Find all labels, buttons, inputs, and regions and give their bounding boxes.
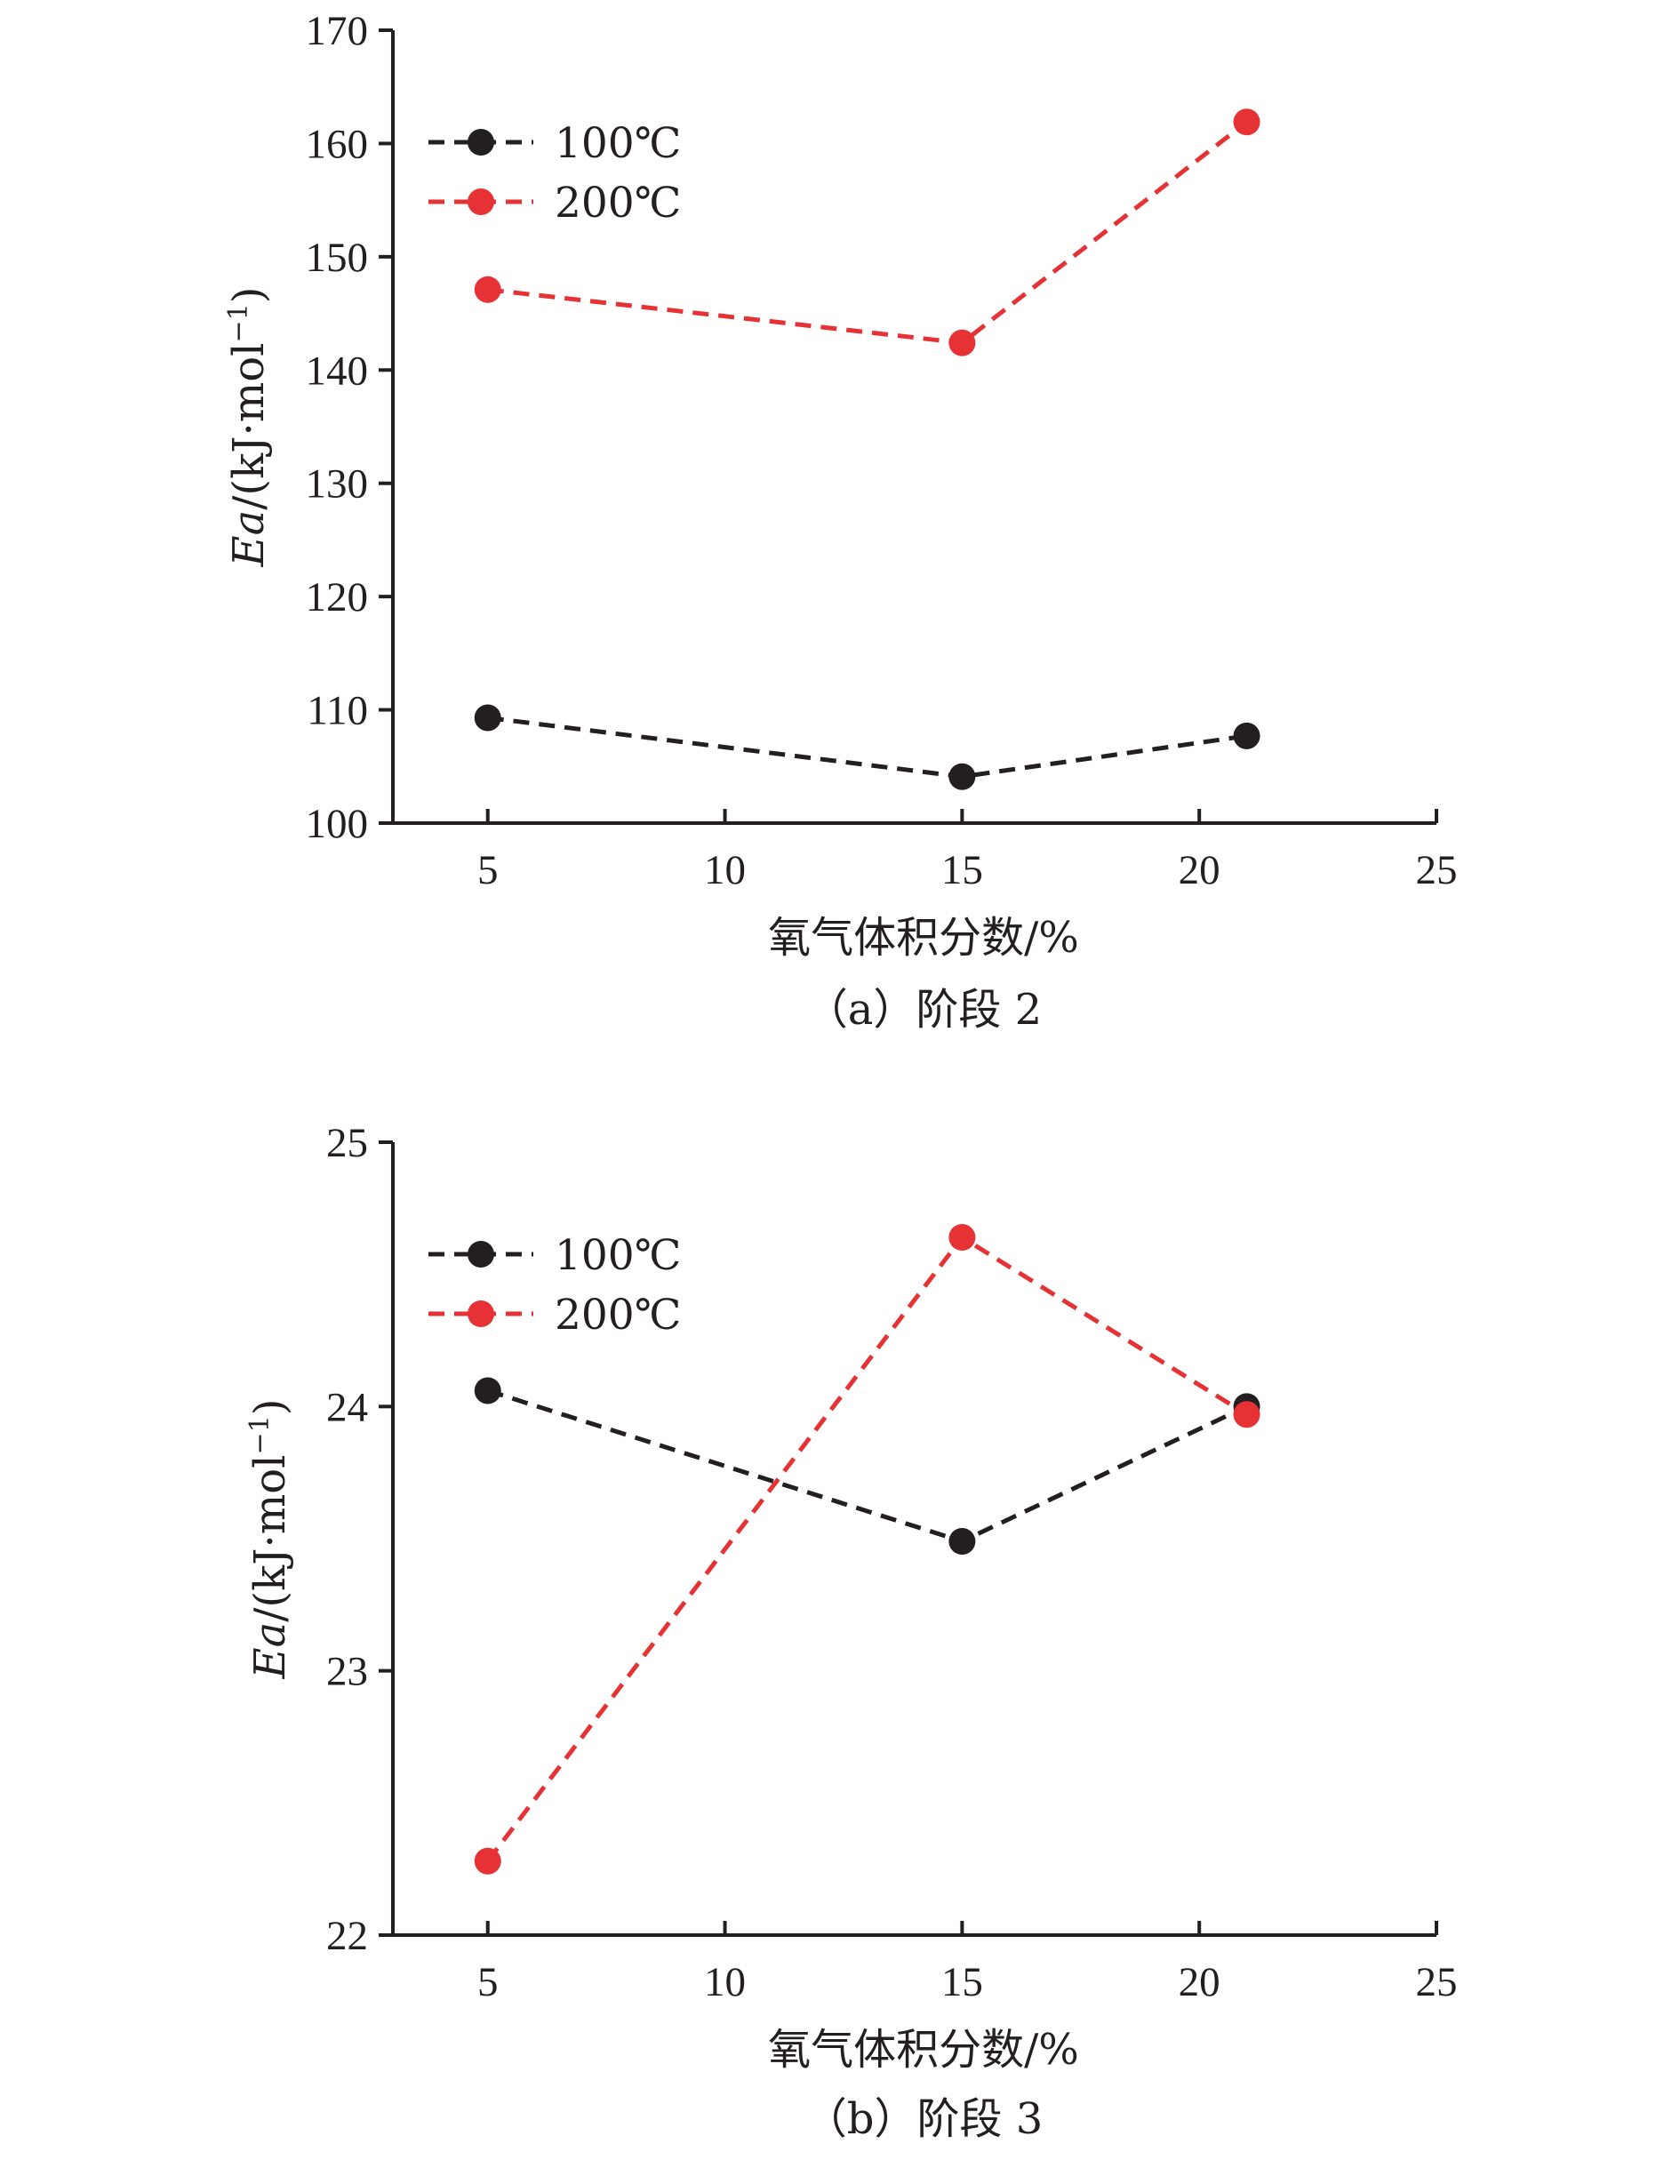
data-point-200c	[474, 276, 501, 303]
data-point-200c	[1233, 108, 1260, 136]
y-tick-label: 22	[326, 1913, 368, 1959]
legend-label: 100℃	[555, 1231, 681, 1280]
x-tick-label: 15	[941, 1959, 983, 2005]
legend-label: 200℃	[555, 179, 681, 228]
data-point-100c	[1233, 722, 1260, 749]
legend-entry-100c: 100℃	[428, 119, 681, 168]
y-tick-label: 150	[306, 235, 369, 281]
series-200c	[474, 1224, 1260, 1875]
data-point-100c	[948, 1527, 976, 1555]
x-axis-label: 氧气体积分数/%	[768, 2025, 1079, 2075]
legend-marker	[468, 1300, 494, 1327]
legend-label: 100℃	[555, 119, 681, 168]
data-point-200c	[948, 329, 976, 356]
y-tick-label: 24	[326, 1384, 368, 1430]
y-axis-label: Ea/(kJ·mol−1)	[244, 1399, 295, 1680]
chart-a: 100 110 120 130 140 150 160 170 5 10 15 20 25 氧气体积分数/…	[223, 8, 1458, 1035]
x-axis-label: 氧气体积分数/%	[768, 913, 1079, 963]
legend-marker	[468, 1241, 494, 1268]
data-point-100c	[948, 763, 976, 790]
y-axis-label-close: )	[245, 1399, 295, 1416]
x-tick-label: 20	[1179, 847, 1220, 893]
y-tick-label: 23	[326, 1649, 368, 1695]
y-axis-label-italic: Ea	[245, 1622, 295, 1680]
x-tick-label: 25	[1416, 847, 1458, 893]
x-tick-label: 20	[1179, 1959, 1220, 2005]
x-tick-label: 5	[477, 847, 499, 893]
data-point-200c	[1233, 1401, 1260, 1428]
series-100c	[474, 704, 1260, 790]
y-tick-label: 110	[307, 688, 368, 734]
x-tick-label: 10	[704, 847, 746, 893]
legend-label: 200℃	[555, 1291, 681, 1340]
legend-entry-200c: 200℃	[428, 1291, 681, 1340]
data-point-200c	[474, 1847, 501, 1875]
y-axis-label-close: )	[224, 287, 274, 304]
y-tick-label: 25	[326, 1120, 368, 1166]
series-200c	[474, 108, 1260, 356]
x-tick-label: 5	[477, 1959, 499, 2005]
y-axis-label-superscript: −1	[244, 1415, 276, 1454]
chart-caption: （b）阶段 3	[804, 2094, 1044, 2144]
legend-entry-100c: 100℃	[428, 1231, 681, 1280]
y-axis-label-superscript: −1	[223, 303, 254, 342]
y-tick-label: 130	[306, 461, 369, 508]
y-axis-label: Ea/(kJ·mol−1)	[223, 287, 274, 568]
y-tick-label: 120	[306, 574, 369, 620]
y-tick-label: 170	[306, 8, 369, 54]
y-tick-label: 100	[306, 801, 369, 847]
y-axis-label-italic: Ea	[224, 510, 274, 568]
series-line-100c	[486, 1388, 1248, 1544]
legend-marker	[468, 188, 494, 215]
legend-entry-200c: 200℃	[428, 179, 681, 228]
x-tick-label: 10	[704, 1959, 746, 2005]
series-line-100c	[487, 716, 1247, 780]
data-point-200c	[948, 1224, 976, 1252]
y-axis-label-unit: /(kJ·mol	[245, 1455, 295, 1622]
y-axis-label-unit: /(kJ·mol	[224, 343, 274, 510]
legend-marker	[468, 129, 494, 156]
x-tick-label: 25	[1416, 1959, 1458, 2005]
y-tick-label: 160	[306, 121, 369, 167]
x-tick-label: 15	[941, 847, 983, 893]
data-point-100c	[474, 704, 501, 732]
y-tick-label: 140	[306, 348, 369, 394]
series-100c	[474, 1377, 1260, 1555]
chart-b: 22 23 24 25 5 10 15 20 25 氧气体积分数/% Ea/(kJ·mol−1) 10…	[244, 1120, 1458, 2144]
chart-caption: （a）阶段 2	[805, 985, 1042, 1035]
data-point-100c	[474, 1377, 501, 1404]
